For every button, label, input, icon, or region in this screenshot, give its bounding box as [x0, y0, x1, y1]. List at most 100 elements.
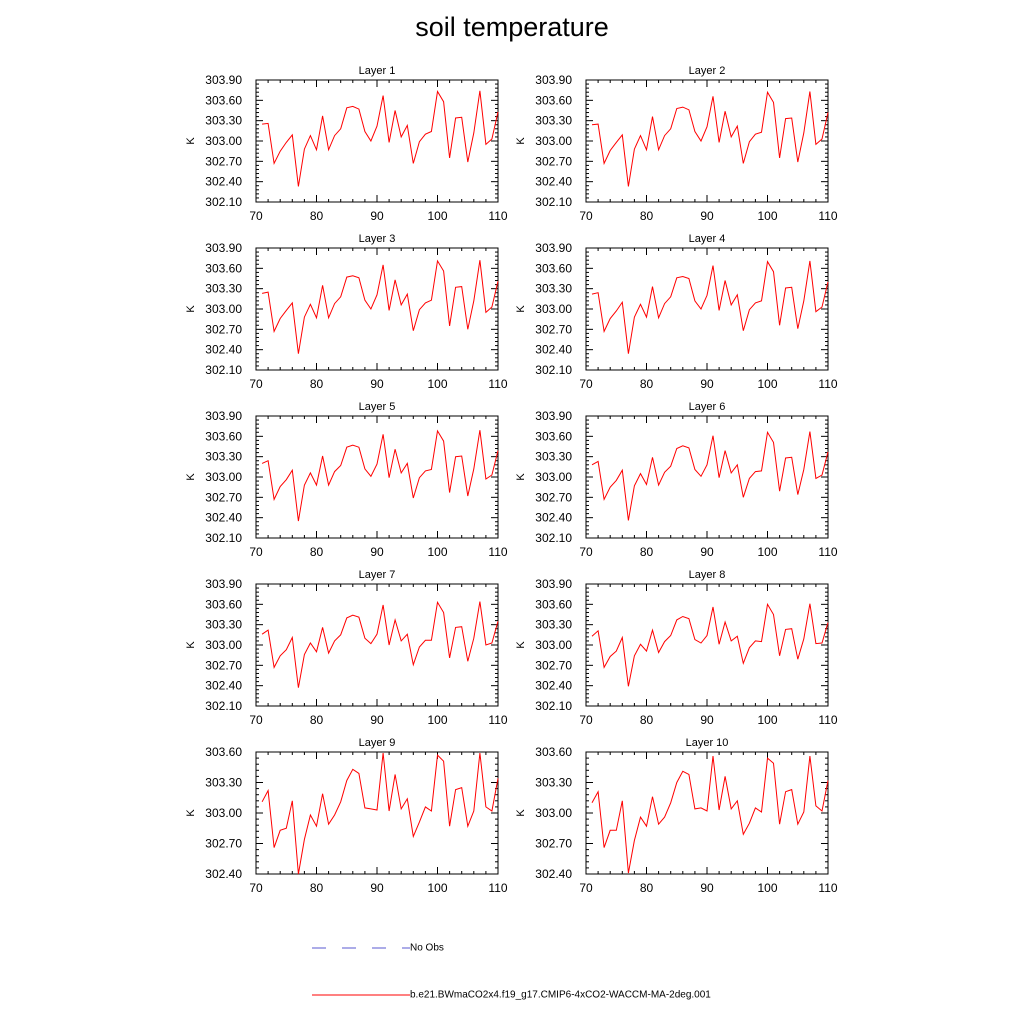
panel-6-title: Layer 6 [689, 401, 726, 413]
panel-2-ytick-label: 302.40 [535, 175, 572, 189]
panel-1-ytick-label: 302.70 [205, 154, 242, 168]
panel-3-xtick-label: 70 [249, 377, 263, 391]
panel-3-ylabel: K [185, 305, 197, 313]
panel-5-ytick-label: 302.10 [205, 531, 242, 545]
panel-5-frame [255, 415, 499, 539]
panel-6-ytick-label: 302.10 [535, 531, 572, 545]
panel-10-ytick-label: 303.00 [535, 806, 572, 820]
panel-10-xtick-label: 100 [757, 881, 777, 895]
panel-3-title: Layer 3 [359, 233, 396, 245]
panel-5-xtick-label: 90 [370, 545, 384, 559]
panel-4-ytick-label: 302.10 [535, 363, 572, 377]
panel-4-xtick-label: 90 [700, 377, 714, 391]
panel-6-xtick-label: 70 [579, 545, 593, 559]
panel-2-xtick-label: 100 [757, 209, 777, 223]
panel-3-ytick-label: 302.70 [205, 322, 242, 336]
legend-obs-label: No Obs [410, 942, 444, 954]
panel-8-xtick-label: 90 [700, 713, 714, 727]
panel-1-xtick-label: 90 [370, 209, 384, 223]
panel-5-ytick-label: 302.40 [205, 511, 242, 525]
panel-3-xtick-label: 110 [488, 377, 507, 391]
panel-6-ytick-label: 303.00 [535, 470, 572, 484]
panel-5-ytick-label: 303.60 [205, 429, 242, 443]
panel-6-xtick-label: 90 [700, 545, 714, 559]
panel-3-ytick-label: 302.10 [205, 363, 242, 377]
panel-3-xtick-label: 100 [427, 377, 447, 391]
panel-2-title: Layer 2 [689, 65, 726, 77]
panel-9-ytick-label: 303.60 [205, 745, 242, 759]
panel-8-frame [585, 583, 829, 707]
panel-8-ytick-label: 302.70 [535, 658, 572, 672]
panel-2-ylabel: K [515, 137, 527, 145]
panel-8-xtick-label: 70 [579, 713, 593, 727]
panel-3-series-line [261, 259, 499, 354]
panel-7-ytick-label: 303.60 [205, 597, 242, 611]
panel-5-xtick-label: 70 [249, 545, 263, 559]
panel-2-frame [585, 79, 829, 203]
panel-7-ytick-label: 303.00 [205, 638, 242, 652]
panel-4-title: Layer 4 [689, 233, 726, 245]
panel-8-xtick-label: 80 [640, 713, 654, 727]
panel-9-ytick-label: 302.70 [205, 837, 242, 851]
panel-1-xtick-label: 70 [249, 209, 263, 223]
panel-8-ytick-label: 303.30 [535, 618, 572, 632]
panel-1-series-line [262, 90, 499, 187]
panel-1-ylabel: K [185, 137, 197, 145]
panel-2-ytick-label: 303.90 [535, 73, 572, 87]
panel-7-xtick-label: 90 [370, 713, 384, 727]
panel-3-frame [255, 247, 499, 371]
panel-10-ytick-label: 303.60 [535, 745, 572, 759]
panel-6-frame [585, 415, 829, 539]
legend-model: b.e21.BWmaCO2x4.f19_g17.CMIP6-4xCO2-WACC… [312, 989, 711, 1001]
panel-10-ylabel: K [515, 809, 527, 817]
panel-9-ytick-label: 303.00 [205, 806, 242, 820]
panel-8-series-line [591, 602, 829, 687]
legend-obs: No Obs [312, 942, 444, 954]
legend-model-label: b.e21.BWmaCO2x4.f19_g17.CMIP6-4xCO2-WACC… [410, 989, 711, 1001]
panel-9-ytick-label: 303.30 [205, 776, 242, 790]
panel-6-ytick-label: 302.40 [535, 511, 572, 525]
panel-7-xtick-label: 70 [249, 713, 263, 727]
panel-9-title: Layer 9 [359, 737, 396, 749]
panel-10-xtick-label: 70 [579, 881, 593, 895]
panel-9-ylabel: K [185, 809, 197, 817]
panel-5-series-line [261, 429, 499, 522]
panel-1-ytick-label: 303.30 [205, 114, 242, 128]
panel-3-ytick-label: 303.30 [205, 282, 242, 296]
panel-4-frame [585, 247, 829, 371]
panel-9-ytick-label: 302.40 [205, 867, 242, 881]
panel-10-ytick-label: 303.30 [535, 776, 572, 790]
panel-4-ytick-label: 302.40 [535, 343, 572, 357]
panel-1-xtick-label: 100 [427, 209, 447, 223]
panel-10-xtick-label: 90 [700, 881, 714, 895]
panel-10-frame [585, 751, 829, 875]
panel-9-xtick-label: 90 [370, 881, 384, 895]
panel-10-xtick-label: 110 [818, 881, 837, 895]
panel-8-ytick-label: 303.00 [535, 638, 572, 652]
panel-6-xtick-label: 100 [757, 545, 777, 559]
panel-1-ytick-label: 302.10 [205, 195, 242, 209]
panel-2-ytick-label: 303.00 [535, 134, 572, 148]
panel-8-ytick-label: 302.40 [535, 679, 572, 693]
panel-4-xtick-label: 80 [640, 377, 654, 391]
panel-3-ytick-label: 303.00 [205, 302, 242, 316]
panel-9-xtick-label: 70 [249, 881, 263, 895]
panel-1-ytick-label: 302.40 [205, 175, 242, 189]
panel-9-xtick-label: 100 [427, 881, 447, 895]
panel-9-series-line [261, 752, 499, 875]
panel-8-title: Layer 8 [689, 569, 726, 581]
panel-7-ytick-label: 302.40 [205, 679, 242, 693]
panel-2-series-line [591, 90, 829, 187]
panel-6-ylabel: K [515, 473, 527, 481]
panel-10-title: Layer 10 [686, 737, 729, 749]
panel-1-ytick-label: 303.60 [205, 93, 242, 107]
panel-8-ylabel: K [515, 641, 527, 649]
panel-2-ytick-label: 303.30 [535, 114, 572, 128]
panel-7-ylabel: K [185, 641, 197, 649]
panel-7-xtick-label: 100 [427, 713, 447, 727]
panel-7-title: Layer 7 [359, 569, 396, 581]
panel-7-ytick-label: 302.70 [205, 658, 242, 672]
panel-10-series-line [591, 756, 829, 874]
panel-2-xtick-label: 70 [579, 209, 593, 223]
panel-9-xtick-label: 80 [310, 881, 324, 895]
